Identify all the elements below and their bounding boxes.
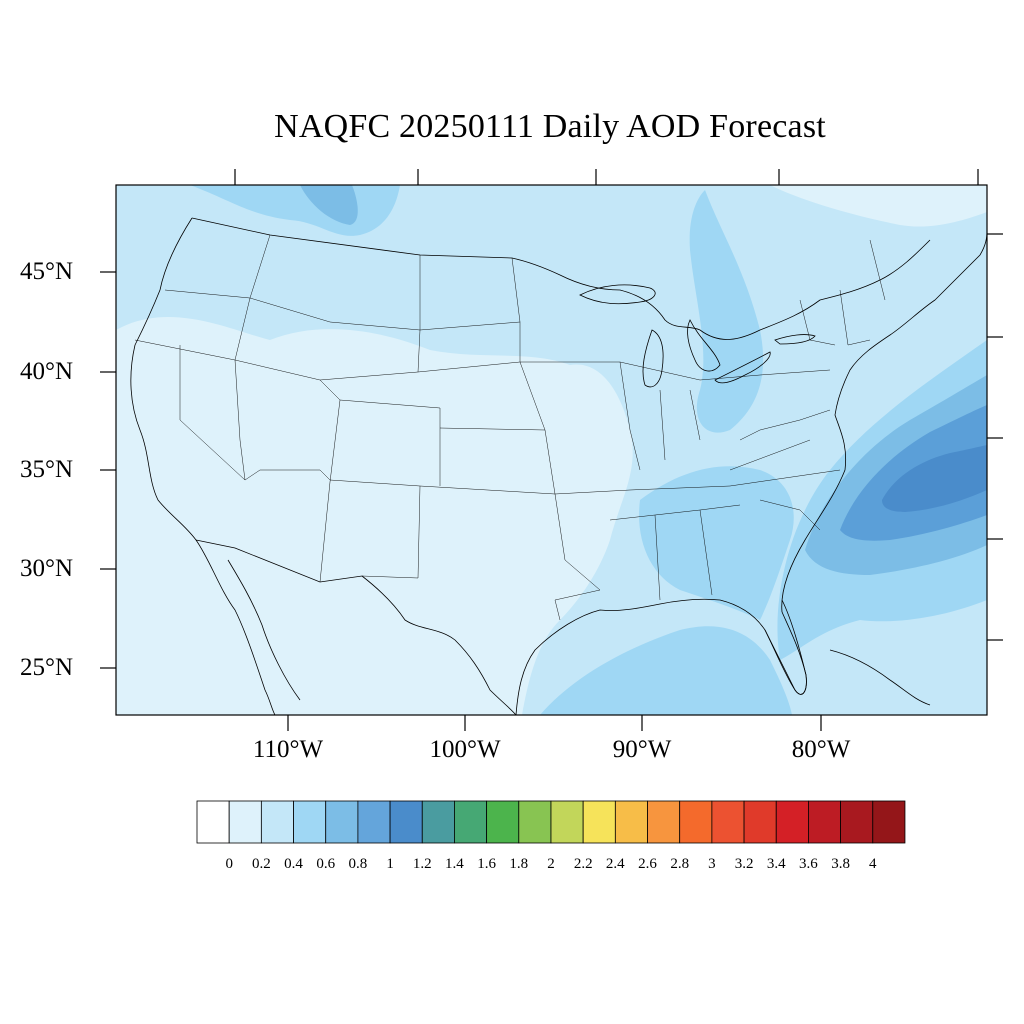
colorbar-tick-label: 1 — [386, 856, 394, 872]
lake-huron — [687, 319, 721, 372]
colorbar-tick-label: 3.4 — [766, 856, 786, 872]
lat-label-30n: 30°N — [20, 555, 74, 582]
colorbar-box — [679, 800, 713, 844]
colorbar-tick-label: 2.8 — [670, 856, 690, 872]
colorbar-box — [518, 800, 552, 844]
colorbar-tick-label: 0.2 — [252, 856, 271, 872]
lon-label-80w: 80°W — [791, 736, 851, 763]
colorbar-tick-label: 2.4 — [605, 856, 625, 872]
colorbar-tick-label: 3.6 — [799, 856, 818, 872]
right-ticks — [987, 233, 1003, 641]
colorbar-box — [293, 800, 327, 844]
colorbar-tick-label: 2.2 — [573, 856, 593, 872]
colorbar-tick-label: 1.2 — [412, 856, 432, 872]
colorbar-box — [228, 800, 262, 844]
colorbar-box — [454, 800, 488, 844]
lat-label-25n: 25°N — [20, 654, 74, 681]
colorbar-box — [872, 800, 906, 844]
aod-atlantic-core — [882, 445, 987, 512]
colorbar-tick-label: 2 — [547, 856, 555, 872]
lake-superior — [579, 284, 656, 305]
map-title: NAQFC 20250111 Daily AOD Forecast — [274, 108, 826, 145]
colorbar-box — [389, 800, 423, 844]
colorbar-tick-label: 1.8 — [509, 856, 529, 872]
colorbar-box — [614, 800, 648, 844]
aod-plume-ohio-valley — [689, 190, 764, 433]
lake-erie — [714, 351, 771, 384]
lon-label-90w: 90°W — [612, 736, 672, 763]
aod-low-region — [116, 317, 633, 715]
colorbar-tick-label: 0 — [225, 856, 233, 872]
bottom-ticks — [287, 715, 822, 731]
colorbar-box — [357, 800, 391, 844]
colorbar-box — [711, 800, 745, 844]
colorbar-box — [775, 800, 809, 844]
colorbar-box — [582, 800, 616, 844]
lat-label-35n: 35°N — [20, 456, 74, 483]
colorbar-box — [808, 800, 841, 844]
colorbar-tick-label: 3.2 — [734, 856, 754, 872]
aod-field — [116, 185, 987, 715]
lon-label-100w: 100°W — [429, 736, 501, 763]
colorbar — [196, 800, 906, 844]
lat-label-45n: 45°N — [20, 258, 74, 285]
colorbar-tick-label: 3 — [708, 856, 716, 872]
colorbar-box — [325, 800, 359, 844]
florida — [764, 599, 807, 695]
colorbar-box — [486, 800, 520, 844]
colorbar-box — [421, 800, 455, 844]
us-mexico-border — [195, 539, 517, 715]
northern-border — [191, 217, 931, 340]
colorbar-box — [743, 800, 777, 844]
boundaries — [130, 217, 987, 715]
colorbar-box — [550, 800, 584, 844]
colorbar-tick-label: 0.4 — [284, 856, 303, 872]
lake-ontario — [774, 334, 816, 345]
colorbar-box — [840, 800, 874, 844]
lat-label-40n: 40°N — [20, 358, 74, 385]
cuba — [829, 649, 931, 706]
east-coastline — [781, 229, 987, 613]
colorbar-tick-label: 1.6 — [477, 856, 496, 872]
colorbar-box — [196, 800, 230, 844]
colorbar-tick-label: 0.8 — [348, 856, 368, 872]
colorbar-tick-label: 0.6 — [316, 856, 336, 872]
state-lines — [134, 234, 886, 621]
map-frame — [115, 184, 988, 716]
left-ticks — [100, 271, 116, 669]
colorbar-box — [260, 800, 294, 844]
colorbar-box — [647, 800, 681, 844]
colorbar-tick-label: 1.4 — [445, 856, 464, 872]
colorbar-tick-label: 2.6 — [638, 856, 657, 872]
top-ticks — [234, 169, 979, 185]
lake-michigan — [642, 329, 664, 388]
lon-label-110w: 110°W — [252, 736, 324, 763]
aod-plume-southeast — [639, 466, 794, 620]
aod-low-northeast — [770, 185, 987, 227]
west-coastline — [130, 217, 276, 715]
colorbar-tick-label: 4 — [869, 856, 877, 872]
colorbar-tick-label: 3.8 — [831, 856, 850, 872]
aod-plume-gulf — [540, 626, 792, 715]
aod-plume-northwest-deep — [300, 185, 358, 225]
